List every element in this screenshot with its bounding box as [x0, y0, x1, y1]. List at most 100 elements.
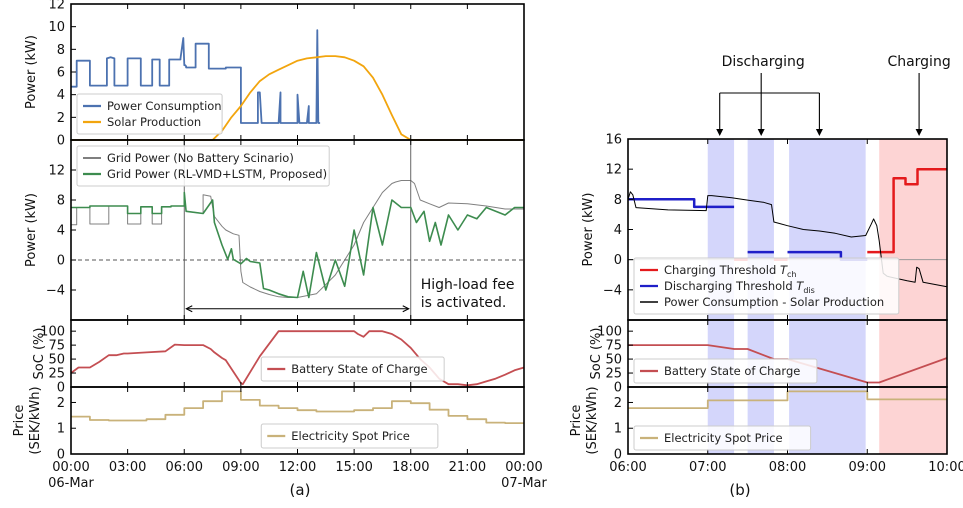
y-tick-label: 12	[48, 0, 65, 13]
x-tick-label: 07:00	[689, 460, 726, 475]
subfigure-caption: (b)	[729, 481, 750, 499]
y-axis-label-unit: (SEK/kWh)	[28, 386, 43, 454]
y-axis-label: Price	[12, 405, 27, 437]
y-tick-label: 1	[57, 422, 65, 437]
legend: Battery State of Charge	[633, 358, 818, 384]
legend-box	[76, 93, 223, 135]
arrow-head	[716, 129, 724, 136]
legend-label: Battery State of Charge	[291, 362, 427, 376]
y-tick-label: 4	[614, 223, 622, 238]
series-line-discharging-threshold-t-dis	[628, 198, 735, 209]
y-tick-label: 50	[605, 353, 622, 368]
series-line-solar-production	[71, 55, 524, 141]
discharging-label: Discharging	[722, 54, 805, 70]
annotation-text: is activated.	[421, 295, 507, 311]
series-line-power-consumption-solar-production	[627, 191, 948, 288]
y-tick-label: 8	[614, 193, 622, 208]
panel-price: 0 1 2 Price (SEK/kWh) Electricity Spot Price	[12, 386, 525, 463]
annotation-text: High-load fee	[421, 277, 515, 293]
subfigure-caption: (a)	[290, 481, 311, 499]
y-tick-label: 75	[605, 339, 622, 354]
arrow-head-left	[185, 305, 193, 313]
y-tick-label: −4	[46, 284, 65, 299]
legend-label: Solar Production	[107, 115, 201, 129]
arrow-head-right	[402, 305, 410, 313]
y-axis-label-unit: (SEK/kWh)	[585, 386, 600, 454]
legend-label: Grid Power (RL-VMD+LSTM, Proposed)	[107, 167, 327, 181]
y-tick-label: 0	[614, 448, 622, 463]
y-tick-label: 100	[40, 325, 65, 340]
y-axis-label: Power (kW)	[24, 193, 39, 267]
legend-label: Grid Power (No Battery Scinario)	[107, 151, 294, 165]
y-axis-label: Power (kW)	[24, 35, 39, 109]
y-tick-label: 6	[57, 66, 65, 81]
x-tick-label: 00:00	[52, 460, 89, 475]
y-axis-label: Price	[569, 405, 584, 437]
y-tick-label: 8	[57, 43, 65, 58]
legend-label: Battery State of Charge	[664, 364, 800, 378]
x-tick-label: 09:00	[849, 460, 886, 475]
legend-box	[633, 425, 812, 451]
x-tick-label: 08:00	[769, 460, 806, 475]
y-tick-label: 0	[614, 253, 622, 268]
legend-box	[633, 257, 900, 315]
y-tick-label: 25	[605, 367, 622, 382]
x-tick-sublabel: 07-Mar	[501, 476, 547, 491]
y-tick-label: 12	[48, 164, 65, 179]
y-tick-label: 0	[57, 448, 65, 463]
y-tick-label: 75	[48, 339, 65, 354]
legend: Grid Power (No Battery Scinario) Grid Pow…	[76, 145, 330, 187]
x-tick-label: 03:00	[109, 460, 146, 475]
legend: Electricity Spot Price	[633, 425, 812, 451]
y-tick-label: 0	[57, 381, 65, 396]
y-tick-label: 4	[57, 88, 65, 103]
y-tick-label: 1	[614, 422, 622, 437]
legend-label: Electricity Spot Price	[291, 429, 410, 443]
legend-label: Electricity Spot Price	[664, 431, 783, 445]
y-tick-label: 50	[48, 353, 65, 368]
legend: Electricity Spot Price	[260, 423, 439, 449]
panel-power: −4 0 4 8 12 16 Power (kW) Charging Threshold Tc…	[581, 133, 948, 321]
panel-power: 0 2 4 6 8 10 12 Power (kW) Power Consumption Sola…	[24, 0, 525, 149]
legend-label: Power Consumption - Solar Production	[664, 295, 884, 309]
legend: Battery State of Charge	[260, 356, 445, 382]
series-line-battery-state-of-charge	[70, 330, 525, 387]
y-tick-label: 0	[57, 254, 65, 269]
y-axis-label: SoC (%)	[32, 328, 47, 380]
y-tick-label: 2	[57, 396, 65, 411]
arrow-head	[915, 129, 923, 136]
x-tick-label: 15:00	[335, 460, 372, 475]
y-tick-label: −4	[603, 283, 622, 298]
arrow-head	[815, 129, 823, 136]
arrow-head	[757, 129, 765, 136]
legend-box	[633, 358, 818, 384]
x-tick-label: 00:00	[505, 460, 542, 475]
series-line-power-consumption	[71, 29, 321, 124]
legend-box	[260, 356, 445, 382]
y-tick-label: 100	[597, 325, 622, 340]
y-tick-label: 12	[605, 163, 622, 178]
series-line-electricity-spot-price	[628, 390, 947, 409]
y-tick-label: 0	[57, 134, 65, 149]
x-tick-label: 12:00	[279, 460, 316, 475]
x-tick-label: 06:00	[609, 460, 646, 475]
legend-box	[260, 423, 439, 449]
x-tick-label: 10:00	[928, 460, 963, 475]
series-line-electricity-spot-price	[71, 390, 524, 424]
legend-label: Power Consumption	[107, 99, 222, 113]
y-tick-label: 0	[614, 381, 622, 396]
charging-label: Charging	[887, 54, 950, 70]
y-axis-label: Power (kW)	[581, 193, 596, 267]
panel-price: 0 1 2 Price (SEK/kWh) Electricity Spot Price	[569, 386, 948, 463]
y-tick-label: 25	[48, 367, 65, 382]
series-line-grid-power-rl-vmd-lstm-proposed-	[71, 191, 524, 299]
legend-label: Discharging Threshold Tdis	[664, 279, 815, 295]
x-tick-label: 18:00	[392, 460, 429, 475]
y-tick-label: 10	[48, 20, 65, 35]
y-tick-label: 8	[57, 194, 65, 209]
series-line-grid-power-no-battery-scinario-	[71, 180, 524, 298]
y-tick-label: 16	[605, 133, 622, 148]
